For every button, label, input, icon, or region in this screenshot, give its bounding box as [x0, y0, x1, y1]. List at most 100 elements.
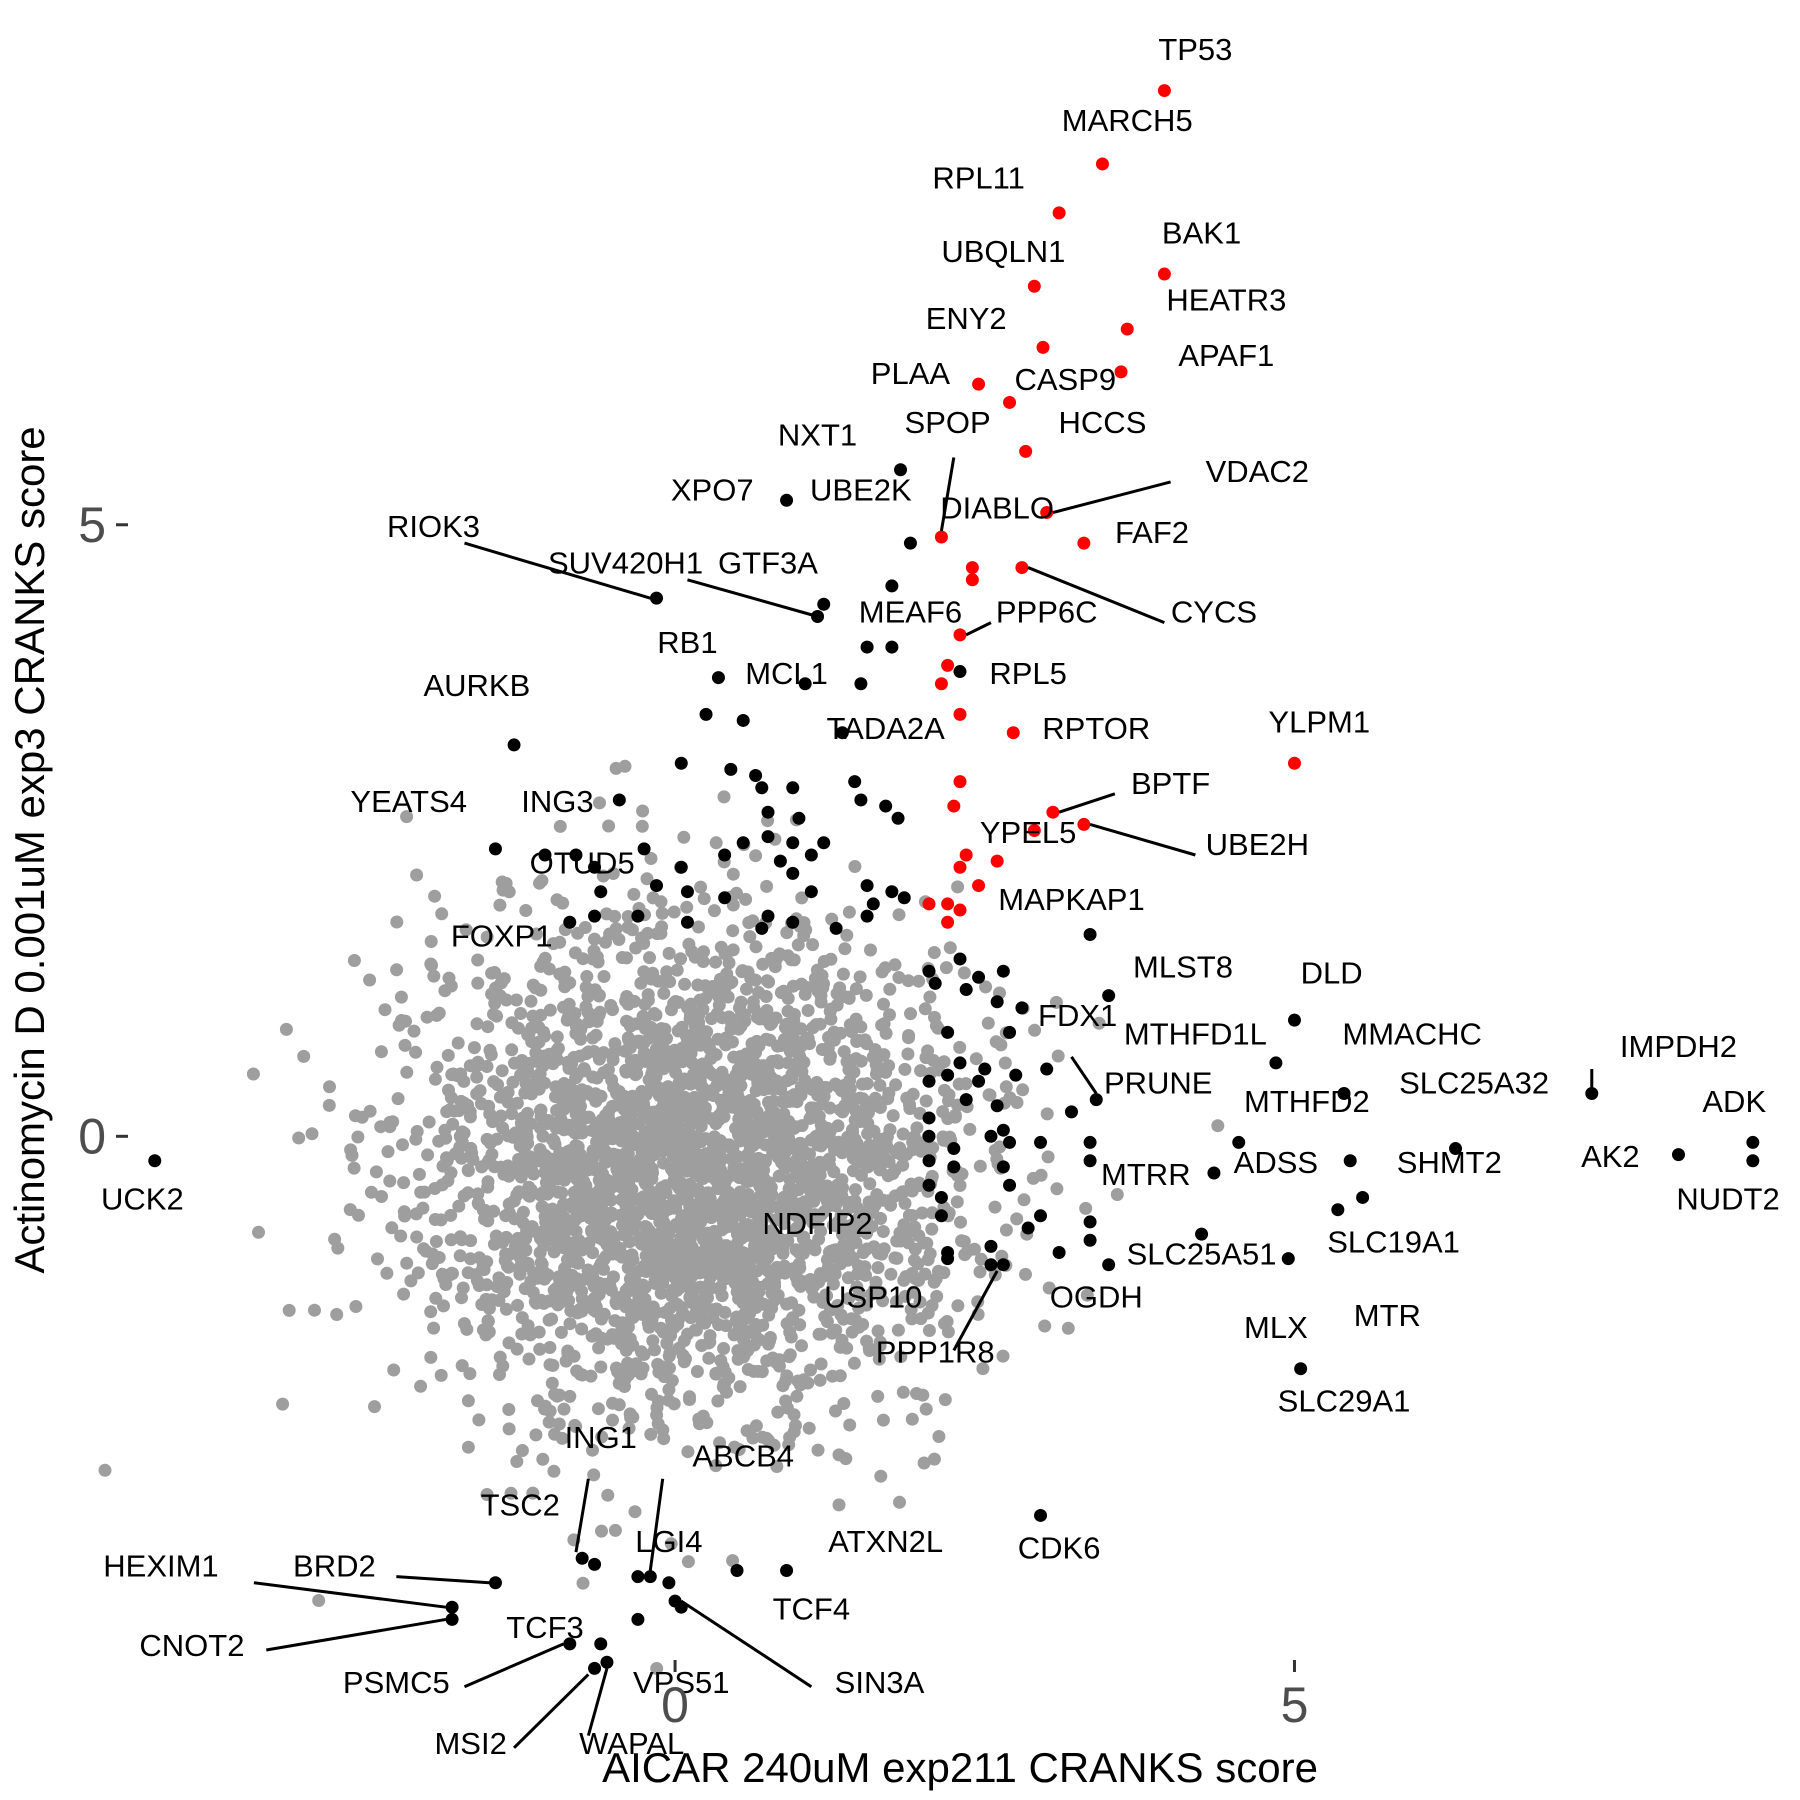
- bg-point: [904, 1303, 918, 1316]
- significant-point: [1356, 1190, 1370, 1204]
- bg-point: [506, 1075, 520, 1089]
- bg-point: [446, 1117, 460, 1131]
- bg-point: [845, 1054, 859, 1067]
- bg-point: [572, 1256, 585, 1269]
- bg-point: [905, 1184, 919, 1198]
- bg-point: [817, 1081, 830, 1095]
- bg-point: [937, 1055, 951, 1069]
- bg-point: [749, 849, 763, 863]
- bg-point: [524, 994, 538, 1008]
- bg-point: [616, 1218, 629, 1232]
- bg-point: [771, 1123, 785, 1137]
- bg-point: [471, 976, 485, 990]
- bg-point: [637, 965, 651, 979]
- bg-point: [488, 1160, 501, 1174]
- gene-label: ENY2: [926, 301, 1007, 336]
- bg-point: [653, 1242, 667, 1256]
- highlighted-point: [922, 897, 936, 911]
- bg-point: [646, 1062, 660, 1076]
- bg-point: [489, 1229, 503, 1243]
- bg-point: [587, 1468, 601, 1482]
- bg-point: [400, 1065, 414, 1079]
- bg-point: [568, 1007, 582, 1020]
- bg-point: [606, 867, 620, 880]
- bg-point: [730, 1285, 744, 1299]
- bg-point: [648, 1207, 662, 1221]
- significant-point: [922, 1154, 936, 1168]
- highlighted-point: [965, 573, 979, 587]
- bg-point: [683, 1012, 697, 1026]
- bg-point: [487, 1204, 501, 1218]
- bg-point: [538, 1399, 552, 1413]
- bg-point: [573, 1029, 586, 1043]
- gene-label: TP53: [1158, 32, 1232, 67]
- bg-point: [662, 946, 676, 960]
- gene-label: MTHFD2: [1244, 1084, 1370, 1119]
- bg-point: [513, 1266, 527, 1280]
- bg-point: [716, 1206, 730, 1220]
- bg-point: [592, 988, 606, 1002]
- bg-point: [749, 973, 762, 987]
- gene-label: CNOT2: [139, 1628, 244, 1663]
- bg-point: [532, 1325, 546, 1339]
- bg-point: [657, 1156, 671, 1170]
- bg-point: [567, 1050, 581, 1064]
- significant-point: [786, 915, 800, 929]
- bg-point: [432, 1006, 446, 1020]
- bg-point: [493, 898, 507, 912]
- bg-point: [770, 1460, 784, 1473]
- bg-point: [588, 1163, 601, 1177]
- bg-point: [440, 1154, 454, 1167]
- bg-point: [664, 1329, 678, 1342]
- bg-point: [1016, 1083, 1030, 1097]
- significant-point: [1449, 1142, 1463, 1156]
- bg-point: [888, 1163, 902, 1177]
- highlighted-point: [934, 530, 948, 544]
- significant-point: [711, 671, 725, 685]
- bg-point: [733, 1191, 747, 1205]
- bg-point: [657, 986, 671, 1000]
- bg-point: [428, 1213, 442, 1226]
- bg-point: [814, 1224, 828, 1238]
- bg-point: [551, 1239, 564, 1253]
- bg-point: [526, 1486, 540, 1500]
- significant-point: [594, 1637, 608, 1651]
- significant-point: [749, 769, 763, 782]
- bg-point: [738, 1295, 752, 1309]
- gene-label: PLAA: [871, 356, 951, 391]
- bg-point: [592, 1341, 606, 1355]
- bg-point: [668, 1128, 682, 1142]
- bg-point: [818, 1310, 832, 1324]
- significant-point: [798, 677, 812, 691]
- bg-point: [576, 952, 590, 966]
- bg-point: [628, 1505, 642, 1519]
- bg-point: [586, 1443, 599, 1457]
- bg-point: [617, 1159, 631, 1173]
- bg-point: [557, 1081, 571, 1095]
- bg-point: [826, 1267, 840, 1281]
- highlighted-point: [941, 897, 955, 911]
- bg-point: [535, 1200, 549, 1214]
- bg-point: [743, 1306, 757, 1320]
- bg-point: [588, 932, 601, 946]
- highlighted-point: [1077, 817, 1091, 831]
- significant-point: [662, 1576, 676, 1590]
- bg-point: [905, 1412, 919, 1426]
- bg-point: [505, 1107, 519, 1121]
- bg-point: [756, 1318, 770, 1332]
- significant-point: [1083, 1154, 1097, 1168]
- significant-point: [761, 830, 775, 844]
- bg-point: [840, 928, 854, 942]
- bg-point: [688, 950, 702, 964]
- bg-point: [913, 1295, 927, 1309]
- bg-point: [831, 1299, 845, 1312]
- bg-point: [762, 1073, 776, 1087]
- bg-point: [756, 1059, 770, 1073]
- bg-point: [589, 1327, 603, 1341]
- leader-line: [1058, 792, 1116, 814]
- bg-point: [807, 1290, 821, 1304]
- gene-label: OTUD5: [530, 845, 635, 880]
- bg-point: [882, 1059, 896, 1073]
- bg-point: [845, 1123, 859, 1137]
